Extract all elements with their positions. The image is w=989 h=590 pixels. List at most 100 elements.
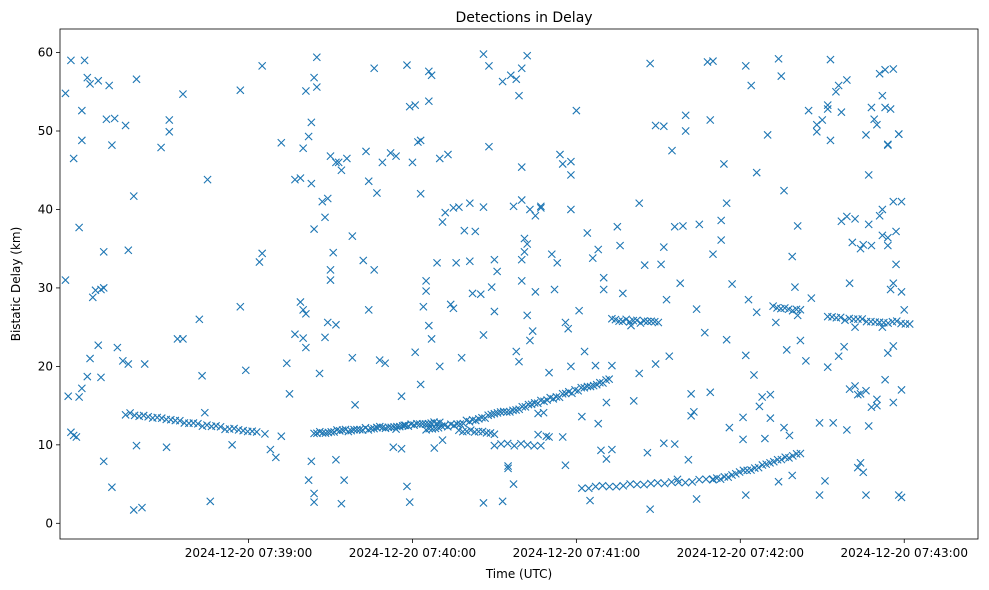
data-point (848, 238, 857, 247)
data-point (689, 407, 698, 416)
data-point (91, 286, 100, 295)
data-point (200, 408, 209, 417)
data-point (285, 389, 294, 398)
data-point (402, 61, 411, 70)
data-point (577, 412, 586, 421)
data-point (121, 121, 130, 130)
data-point (599, 285, 608, 294)
data-point (416, 189, 425, 198)
data-point (296, 174, 305, 183)
data-point (635, 369, 644, 378)
data-point (842, 425, 851, 434)
data-point (752, 168, 761, 177)
data-point (517, 64, 526, 73)
data-point (517, 276, 526, 285)
data-point (334, 158, 343, 167)
data-point (364, 305, 373, 314)
data-point (86, 354, 95, 363)
data-point (99, 457, 108, 466)
data-point (350, 425, 359, 434)
data-point (139, 411, 148, 420)
data-point (594, 245, 603, 254)
data-point (517, 255, 526, 264)
data-point (760, 434, 769, 443)
data-point (419, 302, 428, 311)
data-point (678, 221, 687, 230)
y-tick-label: 0 (45, 516, 53, 530)
data-point (307, 457, 316, 466)
data-point (364, 177, 373, 186)
data-point (602, 454, 611, 463)
data-point (435, 362, 444, 371)
data-point (337, 499, 346, 508)
data-point (900, 305, 909, 314)
data-point (392, 152, 401, 161)
scatter-points (61, 50, 914, 514)
data-point (558, 389, 567, 398)
data-point (722, 335, 731, 344)
data-point (315, 369, 324, 378)
data-point (518, 402, 527, 411)
data-point (531, 211, 540, 220)
data-point (310, 498, 319, 507)
data-point (785, 453, 793, 462)
data-point (506, 71, 515, 80)
data-point (326, 152, 335, 161)
data-point (446, 300, 455, 309)
data-point (496, 407, 505, 416)
data-point (271, 453, 280, 462)
data-point (107, 483, 116, 492)
data-point (471, 227, 480, 236)
x-axis-ticks: 2024-12-20 07:39:00 2024-12-20 07:40:00 20… (185, 539, 968, 560)
data-point (724, 473, 733, 482)
data-point (595, 378, 604, 387)
data-point (301, 86, 310, 95)
data-point (449, 304, 458, 313)
data-point (591, 361, 600, 370)
data-point (178, 90, 187, 99)
data-point (708, 250, 717, 259)
data-point (355, 425, 364, 434)
data-point (861, 386, 870, 395)
data-point (99, 247, 108, 256)
data-point (725, 423, 734, 432)
data-point (411, 348, 420, 357)
data-point (670, 222, 679, 231)
data-point (520, 247, 529, 256)
data-point (490, 430, 499, 439)
data-point (536, 441, 545, 450)
data-point (870, 115, 879, 124)
data-point (299, 144, 308, 153)
data-point (706, 116, 715, 125)
y-tick-label: 50 (38, 124, 53, 138)
data-point (61, 89, 70, 98)
data-point (474, 427, 483, 436)
data-point (842, 212, 851, 221)
data-point (780, 186, 789, 195)
data-point (499, 407, 508, 416)
data-point (670, 440, 679, 449)
data-point (845, 279, 854, 288)
data-point (684, 455, 693, 464)
data-point (77, 136, 86, 145)
data-point (823, 363, 832, 372)
data-point (875, 69, 884, 78)
data-point (635, 199, 644, 208)
data-point (490, 409, 499, 418)
data-point (878, 231, 887, 240)
data-point (826, 136, 835, 145)
data-point (821, 476, 829, 485)
plot-frame (59, 28, 979, 540)
data-point (452, 258, 461, 267)
data-point (607, 361, 616, 370)
data-point (586, 496, 595, 505)
data-point (834, 352, 843, 361)
data-point (602, 376, 611, 385)
data-point (132, 75, 141, 84)
data-point (362, 147, 370, 156)
data-point (881, 375, 890, 384)
data-point (695, 220, 704, 229)
data-point (252, 427, 261, 436)
data-point (64, 392, 73, 401)
data-point (836, 313, 845, 322)
